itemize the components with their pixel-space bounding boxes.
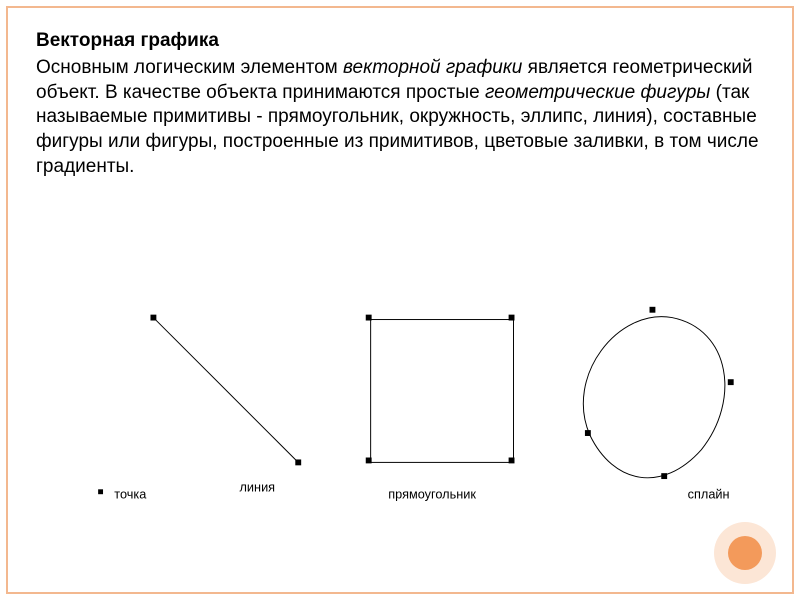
primitives-svg: точка линия прямоугольник сплайн <box>36 288 764 582</box>
heading: Векторная графика <box>36 30 764 52</box>
diagram-label: линия <box>240 480 276 495</box>
body-paragraph: Основным логическим элементом векторной … <box>36 56 764 179</box>
vector-handle-icon <box>366 458 372 464</box>
diagram-label: сплайн <box>688 487 730 502</box>
vector-handle-icon <box>585 430 591 436</box>
vector-handle-icon <box>150 315 156 321</box>
primitives-diagram: точка линия прямоугольник сплайн <box>36 288 764 582</box>
line-primitive <box>155 320 300 465</box>
para-prefix: Основным логическим элементом <box>36 57 343 78</box>
spline-primitive <box>583 317 725 478</box>
text-block: Векторная графика Основным логическим эл… <box>36 30 764 179</box>
vector-handle-icon <box>366 315 372 321</box>
vector-handle-icon <box>661 473 667 479</box>
page-indicator-icon <box>728 536 762 570</box>
para-em2: геометрические фигуры <box>485 82 710 103</box>
diagram-label: точка <box>114 487 147 502</box>
vector-handle-icon <box>509 315 515 321</box>
vector-handle-icon <box>728 379 734 385</box>
para-em1: векторной графики <box>343 57 522 78</box>
slide-frame: Векторная графика Основным логическим эл… <box>6 6 794 594</box>
rect-primitive <box>371 320 514 463</box>
diagram-label: прямоугольник <box>388 487 476 502</box>
point-primitive <box>98 489 103 494</box>
vector-handle-icon <box>650 307 656 313</box>
vector-handle-icon <box>509 458 515 464</box>
vector-handle-icon <box>295 459 301 465</box>
